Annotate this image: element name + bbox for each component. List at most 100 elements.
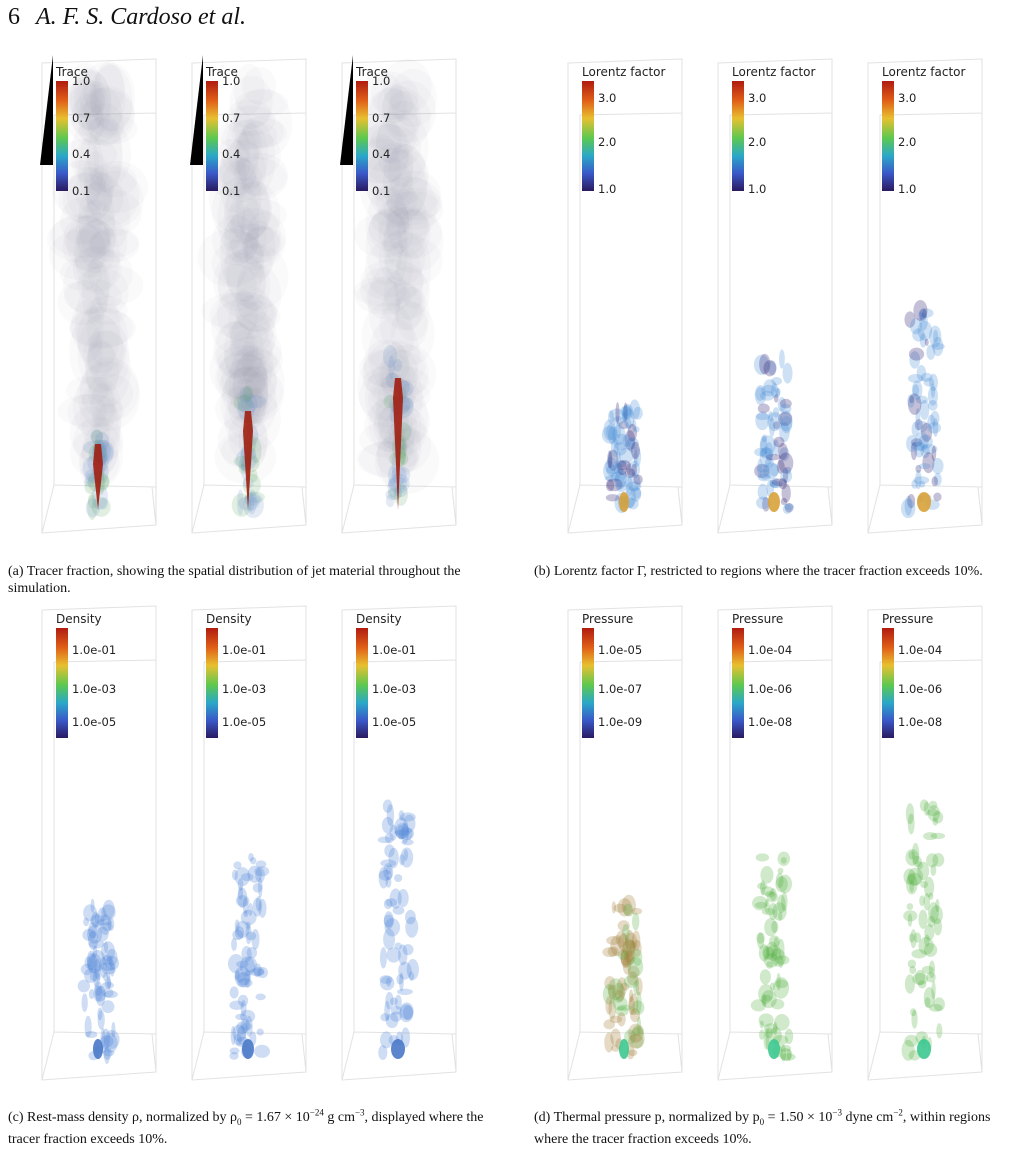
simulation-panel-c-2: Density 1.0e-01 1.0e-03 1.0e-05: [190, 602, 330, 1102]
colorbar-tick-label: 1.0: [748, 181, 767, 196]
colorbar: [206, 81, 218, 191]
colorbar-tick-label: 0.7: [222, 110, 241, 125]
colorbar-title: Pressure: [882, 612, 934, 626]
caption-b: (b) Lorentz factor Γ, restricted to regi…: [534, 564, 983, 579]
domain-box: [567, 605, 683, 1081]
colorbar: [882, 81, 894, 191]
colorbar-tick-label: 3.0: [598, 90, 617, 105]
domain-box: [867, 58, 983, 534]
colorbar-title: Density: [56, 612, 102, 626]
domain-box: [341, 58, 457, 534]
colorbar-tick-label: 0.1: [72, 184, 91, 198]
opacity-wedge: [190, 55, 203, 165]
domain-box: [191, 605, 307, 1081]
colorbar-title: Trace: [356, 65, 388, 79]
domain-box: [41, 605, 157, 1081]
colorbar-tick-label: 2.0: [748, 134, 767, 149]
colorbar-title: Lorentz factor: [582, 65, 666, 79]
colorbar: [732, 81, 744, 191]
colorbar-tick-label: 0.4: [372, 147, 391, 162]
colorbar-tick-label: 3.0: [898, 90, 917, 105]
caption-d: (d) Thermal pressure p, normalized by p0…: [534, 1107, 991, 1147]
colorbar: [356, 81, 368, 191]
colorbar-tick-label: 1.0e-05: [598, 643, 643, 657]
colorbar-tick-label: 0.1: [222, 184, 241, 198]
colorbar-tick-label: 1.0e-03: [372, 681, 417, 696]
colorbar-tick-label: 0.4: [222, 147, 241, 162]
colorbar-tick-label: 1.0e-09: [598, 714, 643, 729]
simulation-panel-a-2: Trace 1.0 0.7 0.4 0.1: [190, 55, 330, 555]
colorbar-tick-label: 1.0e-05: [222, 714, 267, 729]
simulation-panel-d-3: Pressure 1.0e-04 1.0e-06 1.0e-08: [866, 602, 1006, 1102]
colorbar: [56, 628, 68, 738]
jet-render: [41, 605, 157, 1081]
domain-box: [41, 58, 157, 534]
colorbar-title: Lorentz factor: [882, 65, 966, 79]
jet-render: [341, 605, 457, 1081]
colorbar-tick-label: 1.0: [72, 74, 91, 88]
colorbar-title: Pressure: [582, 612, 634, 626]
colorbar: [882, 628, 894, 738]
domain-box: [191, 58, 307, 534]
colorbar: [582, 81, 594, 191]
opacity-wedge: [340, 55, 353, 165]
colorbar: [56, 81, 68, 191]
colorbar-tick-label: 1.0: [222, 74, 241, 88]
colorbar-tick-label: 1.0e-06: [748, 681, 793, 696]
domain-box: [867, 605, 983, 1081]
running-authors: A. F. S. Cardoso et al.: [36, 4, 247, 30]
colorbar-tick-label: 1.0e-01: [372, 643, 417, 657]
simulation-panel-a-3: Trace 1.0 0.7 0.4 0.1: [340, 55, 480, 555]
colorbar-title: Lorentz factor: [732, 65, 816, 79]
simulation-panel-d-1: Pressure 1.0e-05 1.0e-07 1.0e-09: [566, 602, 706, 1102]
domain-box: [717, 605, 833, 1081]
jet-render: [567, 605, 683, 1081]
jet-render: [41, 58, 157, 534]
simulation-panel-b-3: Lorentz factor 3.0 2.0 1.0: [866, 55, 1006, 555]
simulation-panel-c-3: Density 1.0e-01 1.0e-03 1.0e-05: [340, 602, 480, 1102]
colorbar-title: Trace: [206, 65, 238, 79]
domain-box: [341, 605, 457, 1081]
colorbar-tick-label: 2.0: [898, 134, 917, 149]
colorbar-tick-label: 1.0e-01: [72, 643, 117, 657]
colorbar-tick-label: 1.0e-07: [598, 681, 643, 696]
colorbar-tick-label: 0.7: [372, 110, 391, 125]
colorbar-tick-label: 1.0e-08: [898, 714, 943, 729]
colorbar: [356, 628, 368, 738]
colorbar-title: Trace: [56, 65, 88, 79]
colorbar-tick-label: 0.7: [72, 110, 91, 125]
colorbar: [732, 628, 744, 738]
colorbar-tick-label: 2.0: [598, 134, 617, 149]
colorbar-tick-label: 1.0e-04: [898, 643, 943, 657]
simulation-panel-b-1: Lorentz factor 3.0 2.0 1.0: [566, 55, 706, 555]
colorbar-tick-label: 1.0e-05: [372, 714, 417, 729]
jet-render: [191, 605, 307, 1081]
page-header: 6 A. F. S. Cardoso et al.: [8, 4, 246, 31]
colorbar-tick-label: 1.0: [372, 74, 391, 88]
colorbar-tick-label: 1.0: [898, 181, 917, 196]
colorbar-tick-label: 3.0: [748, 90, 767, 105]
jet-render: [867, 605, 983, 1081]
simulation-panel-d-2: Pressure 1.0e-04 1.0e-06 1.0e-08: [716, 602, 856, 1102]
colorbar-tick-label: 1.0: [598, 181, 617, 196]
simulation-panel-a-1: Trace 1.0 0.7 0.4 0.1: [40, 55, 180, 555]
colorbar-tick-label: 1.0e-03: [72, 681, 117, 696]
colorbar: [582, 628, 594, 738]
colorbar-title: Density: [356, 612, 402, 626]
colorbar-tick-label: 0.1: [372, 184, 391, 198]
domain-box: [567, 58, 683, 534]
jet-render: [191, 58, 307, 534]
jet-render: [717, 605, 833, 1081]
jet-render: [341, 58, 457, 534]
caption-c: (c) Rest-mass density ρ, normalized by ρ…: [8, 1107, 484, 1147]
colorbar-title: Pressure: [732, 612, 784, 626]
colorbar-tick-label: 1.0e-08: [748, 714, 793, 729]
colorbar: [206, 628, 218, 738]
colorbar-tick-label: 1.0e-03: [222, 681, 267, 696]
caption-a: (a) Tracer fraction, showing the spatial…: [8, 564, 461, 596]
colorbar-tick-label: 0.4: [72, 147, 91, 162]
page-number: 6: [8, 4, 20, 30]
colorbar-title: Density: [206, 612, 252, 626]
colorbar-tick-label: 1.0e-05: [72, 714, 117, 729]
jet-render: [717, 58, 833, 534]
